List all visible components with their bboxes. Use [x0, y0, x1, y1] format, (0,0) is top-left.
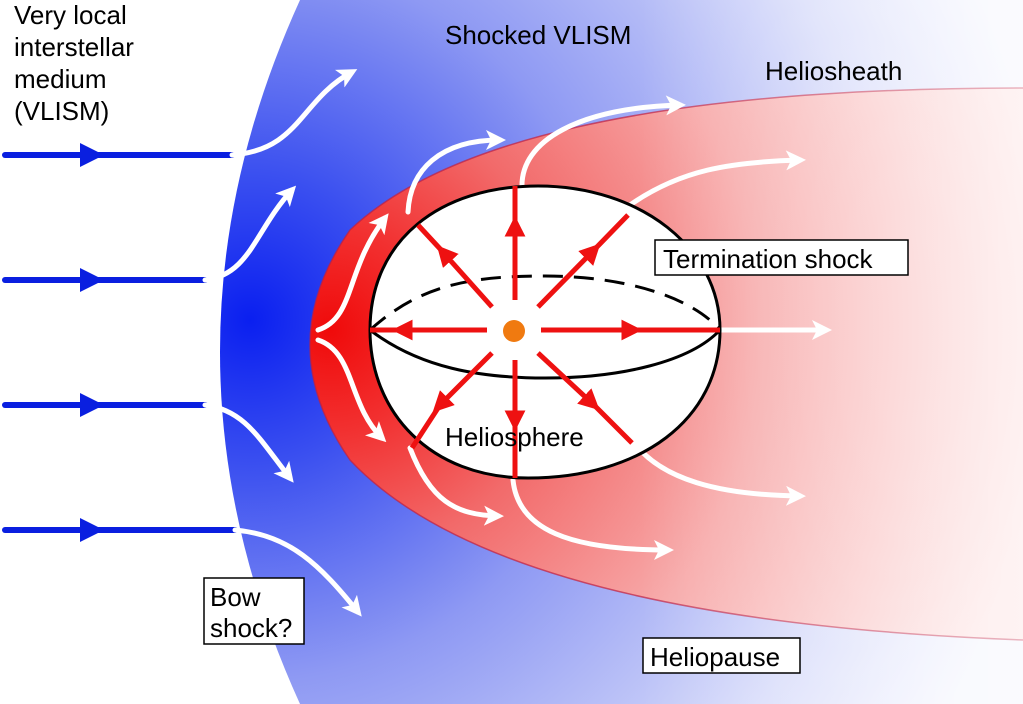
solar-wind-arrow-lower-left	[432, 351, 494, 413]
solar-wind-arrow-upper-right	[536, 243, 601, 309]
heliosheath-flow-arrows	[315, 95, 832, 560]
heliosheath-arrow-upper-1	[405, 130, 506, 215]
interstellar-flow-lines	[2, 152, 238, 533]
vlism-deflection-arrows	[202, 69, 362, 617]
heliosheath-arrow-nose-upper	[315, 213, 389, 333]
vlism-label-line-3: medium	[14, 64, 106, 94]
vlism-flow-arrowhead-1	[80, 143, 104, 167]
solar-wind-shock-lines	[370, 186, 720, 478]
termination-shock-label-box: Termination shock	[654, 239, 909, 276]
deflection-arrow-2	[202, 185, 297, 283]
solar-wind-arrow-upper-left	[436, 245, 494, 309]
sun-icon	[503, 320, 525, 342]
interstellar-flow-arrowheads	[80, 143, 104, 542]
bow-shock-label-line-2: shock?	[210, 613, 292, 643]
equator-back-dashed	[368, 274, 722, 332]
vlism-label: Very local interstellar medium (VLISM)	[14, 0, 134, 126]
heliosphere-label: Heliosphere	[445, 422, 584, 452]
heliosheath-arrow-nose-lower	[315, 337, 387, 443]
solar-wind-line-lower-left	[409, 403, 443, 450]
deflection-arrow-1	[229, 69, 358, 158]
deflection-arrow-4	[232, 527, 362, 617]
heliopause-label-box: Heliopause	[642, 637, 801, 674]
heliosheath-arrow-lower-1	[407, 445, 504, 526]
vlism-flow-arrowhead-2	[80, 268, 104, 292]
vlism-flow-arrowhead-4	[80, 518, 104, 542]
heliopause-label: Heliopause	[650, 642, 780, 672]
solar-wind-arrow-lower-right	[536, 351, 600, 411]
solar-wind-arrows	[391, 215, 643, 432]
heliosheath-arrow-lower-2	[510, 477, 674, 560]
shocked-vlism-label: Shocked VLISM	[445, 20, 631, 50]
termination-shock-label: Termination shock	[663, 244, 874, 274]
heliosheath-arrow-upper-3	[627, 150, 806, 208]
heliosheath-label: Heliosheath	[765, 56, 902, 86]
heliopause-boundary	[309, 87, 1023, 641]
deflection-arrow-3	[202, 402, 294, 483]
vlism-label-line-2: interstellar	[14, 32, 134, 62]
solar-wind-line-lower-right	[590, 401, 634, 445]
vlism-label-line-1: Very local	[14, 0, 127, 30]
vlism-label-line-4: (VLISM)	[14, 96, 109, 126]
bow-shock-label-line-1: Bow	[210, 582, 261, 612]
solar-wind-line-upper-right	[592, 213, 630, 252]
solar-wind-line-upper-left	[416, 223, 445, 254]
vlism-flow-arrowhead-3	[80, 393, 104, 417]
heliosheath-arrow-upper-2	[519, 95, 686, 191]
equator-front	[369, 328, 722, 380]
bow-shock-label-box: Bow shock?	[203, 577, 305, 645]
